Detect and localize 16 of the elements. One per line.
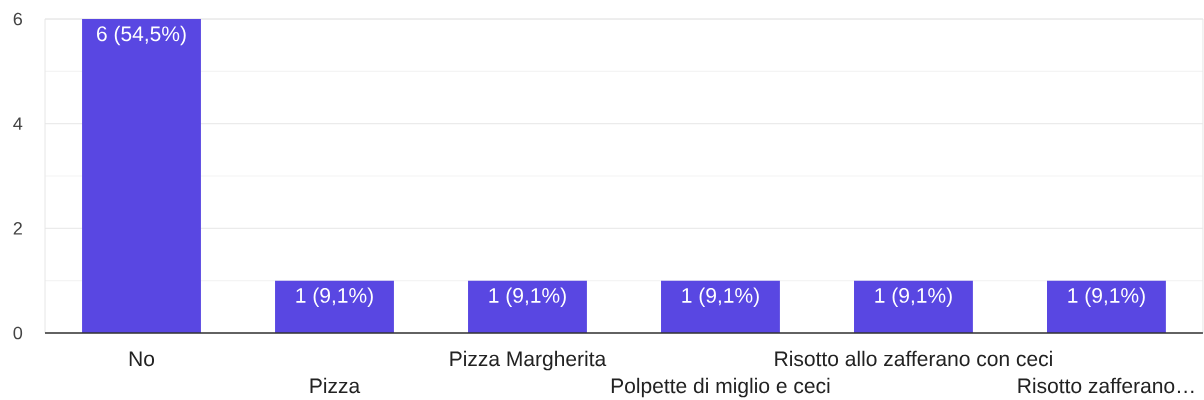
data-label: 1 (9,1%) [682, 287, 759, 308]
x-tick-label: Risotto zafferano… [1018, 377, 1194, 394]
y-tick-label: 6 [13, 12, 23, 26]
x-tick-label: No [129, 351, 155, 367]
data-label: 1 (9,1%) [489, 287, 566, 308]
x-tick-label: Pizza Margherita [450, 350, 607, 371]
data-label: 6 (54,5%) [97, 25, 186, 46]
y-tick-label: 4 [13, 117, 23, 130]
data-label: 1 (9,1%) [1068, 287, 1145, 308]
x-tick-label: Pizza [310, 377, 361, 394]
data-label: 1 (9,1%) [296, 287, 373, 308]
x-tick-label: Risotto allo zafferano con ceci [775, 350, 1052, 367]
x-tick-label: Polpette di miglio e ceci [611, 377, 830, 398]
y-tick-label: 2 [13, 222, 22, 235]
data-label: 1 (9,1%) [875, 287, 952, 308]
y-tick-label: 0 [13, 326, 23, 340]
